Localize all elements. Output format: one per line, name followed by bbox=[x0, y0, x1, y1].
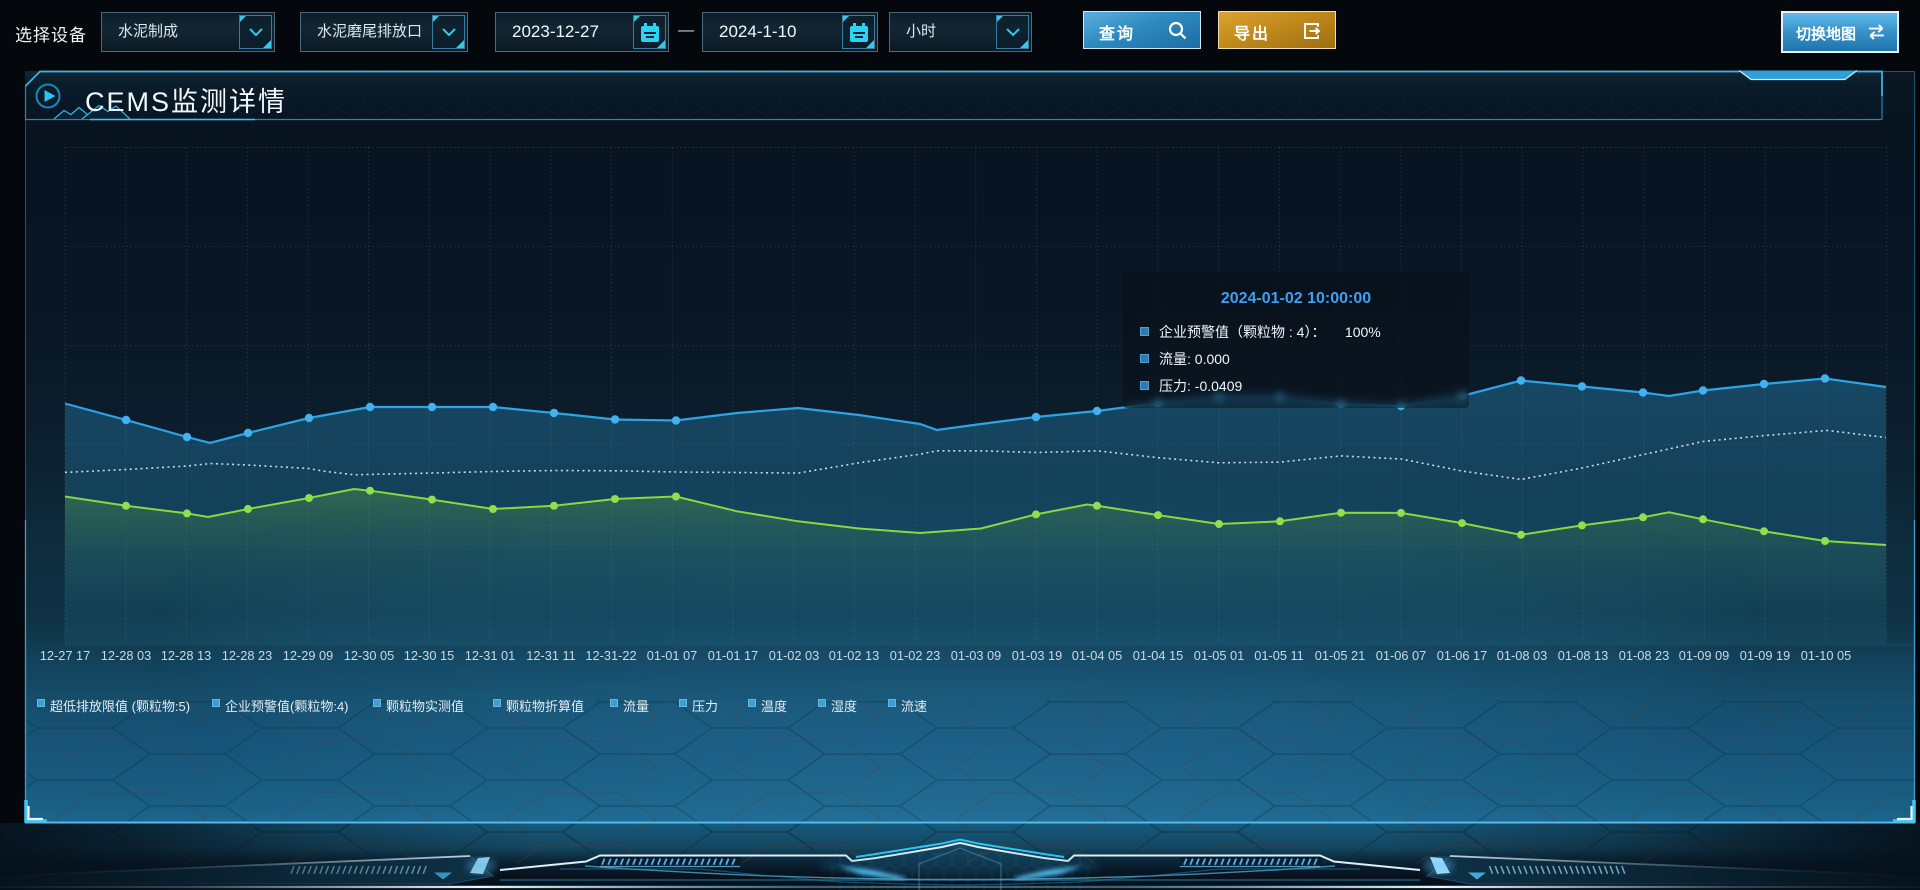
svg-text:01-04 15: 01-04 15 bbox=[1133, 648, 1184, 663]
svg-text:01-02 03: 01-02 03 bbox=[769, 648, 820, 663]
svg-text:12-30 15: 12-30 15 bbox=[404, 648, 455, 663]
svg-text:01-04 05: 01-04 05 bbox=[1072, 648, 1123, 663]
svg-text:12-29 09: 12-29 09 bbox=[283, 648, 334, 663]
svg-text:01-01 17: 01-01 17 bbox=[708, 648, 759, 663]
svg-text:01-01 07: 01-01 07 bbox=[647, 648, 698, 663]
svg-text:12-28 03: 12-28 03 bbox=[101, 648, 152, 663]
svg-text:01-06 17: 01-06 17 bbox=[1437, 648, 1488, 663]
svg-text:01-10 05: 01-10 05 bbox=[1801, 648, 1852, 663]
svg-text:01-08 03: 01-08 03 bbox=[1497, 648, 1548, 663]
svg-text:12-31 11: 12-31 11 bbox=[526, 648, 576, 663]
svg-text:01-02 23: 01-02 23 bbox=[890, 648, 941, 663]
svg-text:01-05 11: 01-05 11 bbox=[1254, 648, 1304, 663]
svg-text:12-28 23: 12-28 23 bbox=[222, 648, 273, 663]
svg-text:12-31-22: 12-31-22 bbox=[585, 648, 636, 663]
svg-text:12-31 01: 12-31 01 bbox=[465, 648, 516, 663]
svg-text:01-02 13: 01-02 13 bbox=[829, 648, 880, 663]
svg-text:01-03 09: 01-03 09 bbox=[951, 648, 1002, 663]
svg-text:12-28 13: 12-28 13 bbox=[161, 648, 212, 663]
svg-text:01-05 01: 01-05 01 bbox=[1194, 648, 1245, 663]
svg-text:01-05 21: 01-05 21 bbox=[1315, 648, 1366, 663]
svg-text:01-08 13: 01-08 13 bbox=[1558, 648, 1609, 663]
svg-text:12-30 05: 12-30 05 bbox=[344, 648, 395, 663]
svg-text:12-27 17: 12-27 17 bbox=[40, 648, 91, 663]
svg-text:01-09 19: 01-09 19 bbox=[1740, 648, 1791, 663]
svg-text:01-09 09: 01-09 09 bbox=[1679, 648, 1730, 663]
svg-text:01-08 23: 01-08 23 bbox=[1619, 648, 1670, 663]
svg-text:01-03 19: 01-03 19 bbox=[1012, 648, 1063, 663]
svg-text:01-06 07: 01-06 07 bbox=[1376, 648, 1427, 663]
